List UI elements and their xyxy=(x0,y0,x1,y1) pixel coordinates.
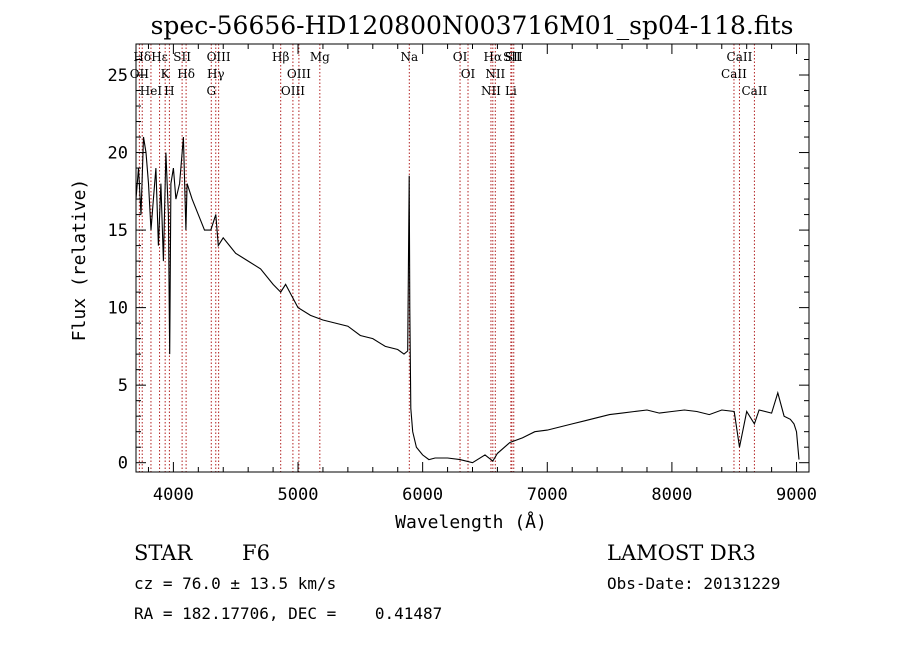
line-label: CaII xyxy=(721,67,747,81)
obs-date-text: Obs-Date: 20131229 xyxy=(607,574,780,593)
x-tick-label: 9000 xyxy=(776,485,817,505)
line-label: Hδ xyxy=(177,67,195,81)
y-tick-label: 5 xyxy=(118,376,128,396)
line-label: OIII xyxy=(207,50,231,64)
line-label: OII xyxy=(130,67,150,81)
x-axis-label: Wavelength (Å) xyxy=(395,511,547,533)
object-class: STAR xyxy=(134,541,193,565)
line-label: OI xyxy=(453,50,468,64)
line-label: NII xyxy=(485,67,505,81)
y-tick-label: 25 xyxy=(108,66,128,86)
line-label: H xyxy=(164,84,174,98)
y-tick-label: 0 xyxy=(118,454,128,474)
line-label: Hα xyxy=(484,50,503,64)
line-label: Na xyxy=(400,50,418,64)
line-label: Hγ xyxy=(207,67,225,81)
x-tick-label: 4000 xyxy=(153,485,194,505)
y-tick-label: 10 xyxy=(108,299,128,319)
x-tick-label: 5000 xyxy=(278,485,319,505)
line-label: K xyxy=(161,67,171,81)
y-tick-label: 20 xyxy=(108,144,128,164)
object-subclass: F6 xyxy=(242,541,270,565)
plot-frame xyxy=(135,43,810,473)
line-label: CaII xyxy=(727,50,753,64)
line-label: SII xyxy=(503,50,521,64)
line-markers xyxy=(138,44,755,472)
line-label: OIII xyxy=(281,84,305,98)
redshift-text: cz = 76.0 ± 13.5 km/s xyxy=(134,574,336,593)
line-label: CaII xyxy=(741,84,767,98)
x-tick-label: 7000 xyxy=(527,485,568,505)
axis-ticks: 4000 5000 6000 7000 8000 9000 0 5 10 15 20 25 xyxy=(108,44,817,505)
line-label: Hδ xyxy=(133,50,151,64)
chart-title: spec-56656-HD120800N003716M01_sp04-118.f… xyxy=(151,11,794,40)
x-tick-label: 8000 xyxy=(651,485,692,505)
line-label: OIII xyxy=(287,67,311,81)
x-tick-label: 6000 xyxy=(402,485,443,505)
coordinates-text: RA = 182.17706, DEC = 0.41487 xyxy=(134,604,442,623)
y-tick-label: 15 xyxy=(108,221,128,241)
y-axis-label: Flux (relative) xyxy=(69,179,90,342)
line-label: Li xyxy=(505,84,517,98)
line-label: OI xyxy=(461,67,476,81)
line-label: SII xyxy=(173,50,191,64)
line-label: Hε xyxy=(151,50,168,64)
line-label: G xyxy=(206,84,216,98)
spectrum-series-line xyxy=(135,136,800,464)
line-label: Hβ xyxy=(272,50,289,64)
line-label: NII xyxy=(481,84,501,98)
line-label: Mg xyxy=(310,50,330,64)
line-label: SII xyxy=(505,50,523,64)
line-label: HeI xyxy=(140,84,163,98)
survey-name: LAMOST DR3 xyxy=(607,541,756,565)
